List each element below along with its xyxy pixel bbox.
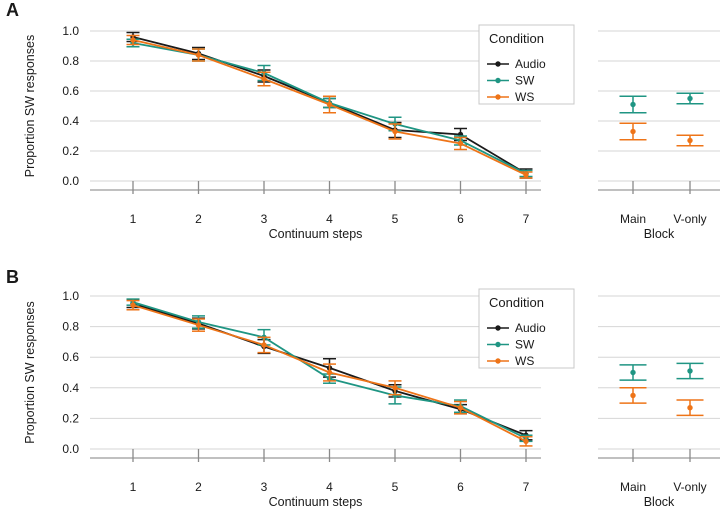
x-tick-label: 3 — [261, 480, 268, 494]
data-point — [630, 101, 636, 108]
y-tick-label: 0.2 — [62, 411, 79, 425]
data-point — [630, 128, 636, 135]
x-tick-label: 7 — [523, 212, 530, 226]
x-tick-label: 6 — [457, 480, 464, 494]
x-tick-label: 5 — [392, 212, 399, 226]
legend-key-point-sw — [495, 341, 501, 348]
legend: Condition Audio SW WS — [478, 288, 575, 369]
data-point — [326, 369, 333, 376]
x-tick-label: 6 — [457, 212, 464, 226]
data-point — [392, 128, 398, 135]
legend-title: Condition — [489, 31, 544, 46]
y-tick-label: 1.0 — [62, 289, 79, 303]
data-point — [630, 392, 636, 399]
y-tick-label: 0.8 — [62, 54, 79, 68]
y-tick-label: 1.0 — [62, 24, 79, 38]
x-tick-label: 2 — [195, 480, 202, 494]
data-point — [523, 172, 529, 178]
x-tick-label: 7 — [523, 480, 530, 494]
legend-entry-label: WS — [515, 90, 534, 104]
legend-key-point-audio — [495, 325, 501, 331]
panel-label: B — [6, 267, 19, 287]
series-ws — [619, 387, 704, 417]
data-point — [687, 95, 693, 102]
legend-entry-label: Audio — [515, 57, 546, 71]
y-axis-title: Proportion SW responses — [23, 35, 37, 177]
data-point — [630, 369, 636, 376]
y-tick-label: 0.8 — [62, 320, 79, 334]
series-sw — [619, 362, 704, 381]
y-tick-label: 0.2 — [62, 144, 79, 158]
panel-a: A Proportion SW responses 0.0 0.2 0.4 0.6 0.8 1… — [6, 0, 720, 241]
series-ws — [126, 34, 533, 179]
data-point — [195, 322, 202, 328]
y-tick-label: 0.4 — [62, 114, 79, 128]
data-point — [687, 137, 693, 144]
data-point — [326, 101, 333, 108]
data-point — [261, 342, 267, 348]
legend-entry-label: WS — [515, 354, 534, 368]
x-axis-title: Block — [644, 227, 675, 241]
x-axis-title: Block — [644, 495, 675, 509]
data-point — [130, 302, 136, 308]
data-point — [457, 140, 464, 147]
legend: Condition Audio SW WS — [478, 24, 575, 105]
y-axis-title: Proportion SW responses — [23, 301, 37, 443]
x-tick-label: 1 — [130, 480, 137, 494]
y-tick-label: 0.6 — [62, 84, 79, 98]
x-tick-label: V-only — [673, 480, 706, 494]
legend-key-point-audio — [495, 61, 501, 67]
data-point — [195, 52, 202, 58]
x-axis-title: Continuum steps — [269, 227, 363, 241]
legend-entry-label: SW — [515, 74, 535, 88]
x-axis-title: Continuum steps — [269, 495, 363, 509]
data-point — [687, 404, 693, 411]
data-point — [130, 37, 136, 43]
legend-entry-label: SW — [515, 338, 535, 352]
data-point — [687, 368, 693, 374]
legend-key-point-ws — [495, 94, 501, 100]
x-tick-label: 4 — [326, 212, 333, 226]
series-sw — [619, 92, 704, 114]
data-point — [523, 438, 529, 445]
y-tick-label: 0.6 — [62, 350, 79, 364]
data-point — [392, 385, 398, 391]
y-tick-label: 0.4 — [62, 381, 79, 395]
x-tick-label: 1 — [130, 212, 137, 226]
x-tick-label: 3 — [261, 212, 268, 226]
x-tick-label: Main — [620, 212, 646, 226]
x-tick-label: 5 — [392, 480, 399, 494]
legend-title: Condition — [489, 295, 544, 310]
x-tick-label: Main — [620, 480, 646, 494]
x-tick-label: 2 — [195, 212, 202, 226]
panel-b: B Proportion SW responses 0.0 0.2 0.4 0.6 0.8 1… — [6, 267, 720, 509]
series-ws — [126, 299, 533, 447]
panel-label: A — [6, 0, 19, 20]
data-point — [457, 404, 464, 411]
legend-entry-label: Audio — [515, 321, 546, 335]
legend-key-point-ws — [495, 358, 501, 364]
x-tick-label: V-only — [673, 212, 706, 226]
y-tick-label: 0.0 — [62, 442, 79, 456]
legend-key-point-sw — [495, 77, 501, 84]
series-ws — [619, 122, 704, 147]
x-tick-label: 4 — [326, 480, 333, 494]
data-point — [261, 76, 267, 82]
y-tick-label: 0.0 — [62, 174, 79, 188]
